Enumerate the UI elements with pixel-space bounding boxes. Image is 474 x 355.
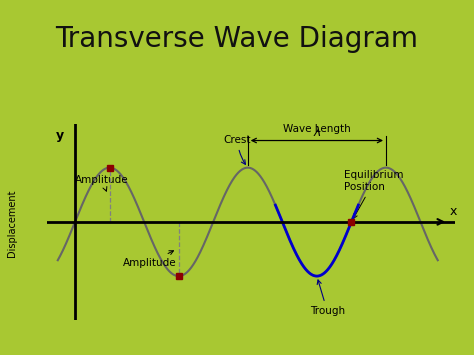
Text: λ: λ (313, 126, 320, 139)
Text: Crest: Crest (224, 135, 251, 164)
Text: Amplitude: Amplitude (75, 175, 128, 191)
Text: Transverse Wave Diagram: Transverse Wave Diagram (55, 25, 419, 53)
Text: Trough: Trough (310, 280, 345, 316)
Text: y: y (55, 129, 64, 142)
Text: Amplitude: Amplitude (123, 251, 177, 268)
Text: Equilibrium
Position: Equilibrium Position (345, 170, 404, 219)
Text: x: x (450, 205, 457, 218)
Text: Displacement: Displacement (7, 190, 17, 257)
Text: Wave Length: Wave Length (283, 124, 351, 134)
